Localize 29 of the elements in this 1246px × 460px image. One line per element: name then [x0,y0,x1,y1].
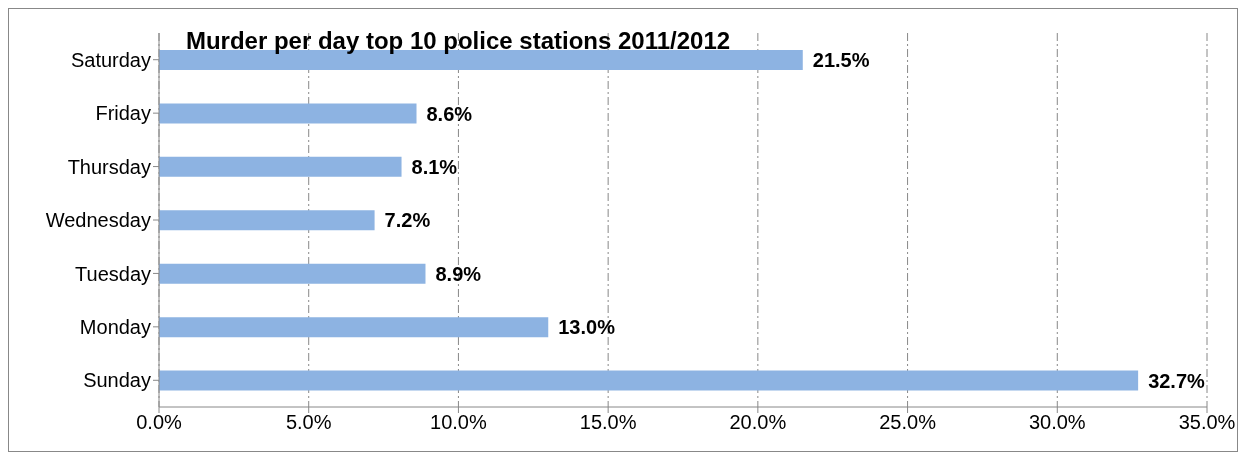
x-tick-label: 15.0% [579,411,637,434]
data-label: 13.0% [558,316,616,339]
x-tick-label: 35.0% [1178,411,1236,434]
x-tick-label: 5.0% [285,411,332,434]
y-tick-label: Wednesday [45,209,151,232]
bar [159,103,417,124]
y-tick-label: Friday [95,102,151,125]
bar [159,263,426,284]
bar [159,156,402,177]
data-label: 21.5% [812,49,870,72]
x-tick-label: 20.0% [729,411,787,434]
data-label: 8.6% [426,102,473,125]
x-tick-label: 25.0% [879,411,937,434]
x-tick-label: 0.0% [136,411,183,434]
chart-title: Murder per day top 10 police stations 2011/2012 [185,27,731,54]
bar [159,210,375,231]
bar [159,317,549,338]
y-tick-label: Monday [79,315,151,338]
y-tick-label: Thursday [67,155,151,178]
y-tick-label: Saturday [70,48,151,71]
data-label: 8.1% [411,155,458,178]
bar [159,370,1139,391]
x-tick-label: 10.0% [430,411,487,434]
data-label: 32.7% [1148,369,1206,392]
y-tick-label: Tuesday [75,262,151,285]
x-tick-label: 30.0% [1028,411,1086,434]
data-label: 7.2% [384,209,431,232]
data-label: 8.9% [435,262,482,285]
y-tick-label: Sunday [83,369,151,392]
